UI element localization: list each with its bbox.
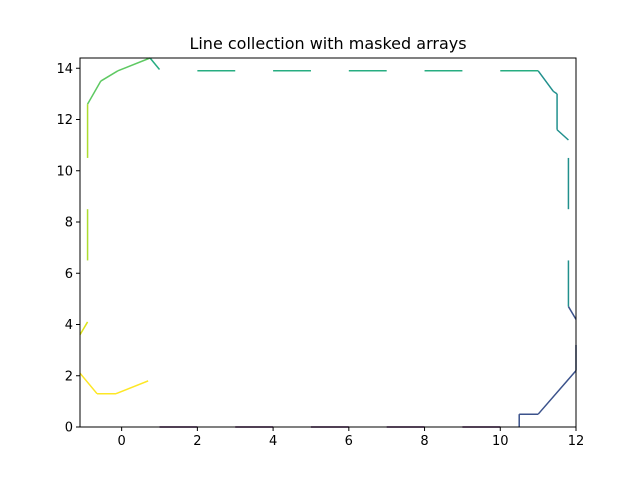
y-tick-label: 10: [56, 164, 73, 179]
x-tick-label: 0: [118, 434, 126, 449]
y-tick-label: 8: [65, 216, 73, 231]
line-segment-4-2: [86, 80, 102, 105]
y-tick-label: 12: [56, 113, 73, 128]
x-tick-label: 4: [269, 434, 277, 449]
x-tick-label: 2: [193, 434, 201, 449]
line-segment-2-6: [552, 90, 558, 95]
y-axis: 0 2 4 6 8 10 12 14: [56, 62, 80, 436]
y-tick-label: 0: [65, 421, 73, 436]
line-segment-1-2: [537, 370, 577, 415]
y-tick-label: 4: [65, 318, 73, 333]
x-tick-label: 6: [345, 434, 353, 449]
line-segment-2-4: [556, 129, 569, 141]
y-tick-label: 6: [65, 267, 73, 282]
x-tick-label: 8: [420, 434, 428, 449]
plot-frame: [79, 57, 577, 428]
x-tick-label: 10: [492, 434, 509, 449]
plot-area: [80, 58, 576, 427]
line-segment-7-2: [115, 380, 149, 395]
chart-title: Line collection with masked arrays: [189, 34, 466, 53]
y-tick-label: 2: [65, 369, 73, 384]
line-segment-3-10: [149, 57, 161, 71]
x-tick-label: 12: [568, 434, 585, 449]
line-segment-1-5: [567, 306, 577, 320]
x-axis: 0 2 4 6 8 10 12: [118, 427, 585, 449]
line-segment-6-0: [79, 321, 89, 336]
line-segment-7-0: [79, 372, 98, 395]
line-segment-4-0: [117, 57, 151, 72]
y-tick-label: 14: [56, 62, 73, 77]
line-segment-4-1: [100, 70, 119, 82]
line-segment-2-7: [537, 70, 554, 92]
